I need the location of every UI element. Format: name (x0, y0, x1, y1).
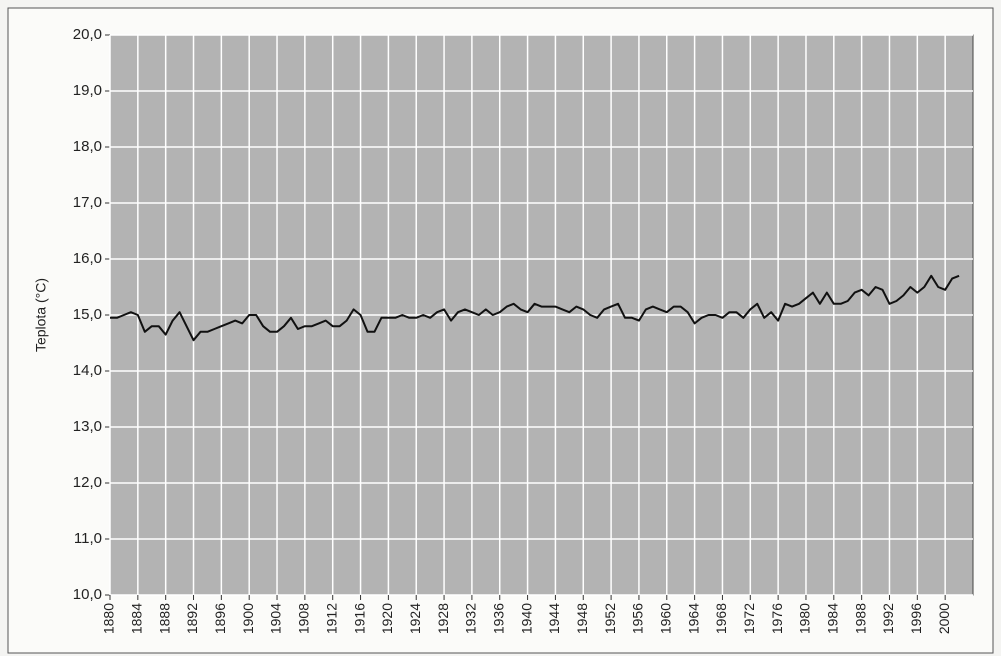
y-axis-label: Teplota (°C) (33, 278, 49, 352)
x-tick-label: 1988 (852, 603, 868, 634)
x-tick-label: 1900 (240, 603, 256, 634)
x-tick-label: 1908 (296, 603, 312, 634)
y-tick-label: 11,0 (74, 530, 102, 547)
x-tick-label: 1888 (156, 603, 172, 634)
y-tick-label: 20,0 (73, 26, 102, 43)
x-tick-label: 1940 (518, 603, 534, 634)
x-tick-label: 1964 (685, 603, 701, 634)
x-tick-label: 1904 (268, 603, 284, 634)
y-tick-label: 12,0 (73, 474, 102, 491)
x-tick-label: 1928 (435, 603, 451, 634)
x-tick-label: 1996 (908, 603, 924, 634)
x-tick-label: 1892 (184, 603, 200, 634)
x-tick-label: 1936 (490, 603, 506, 634)
x-tick-label: 1960 (657, 603, 673, 634)
x-tick-label: 1920 (379, 603, 395, 634)
x-tick-label: 1968 (713, 603, 729, 634)
x-tick-label: 1976 (769, 603, 785, 634)
x-tick-label: 1884 (129, 603, 145, 634)
x-tick-label: 1896 (212, 603, 228, 634)
x-tick-label: 1972 (741, 603, 757, 634)
x-tick-label: 1924 (407, 603, 423, 634)
x-tick-label: 1956 (630, 603, 646, 634)
x-tick-label: 1992 (880, 603, 896, 634)
x-tick-label: 2000 (936, 603, 952, 634)
x-tick-label: 1944 (546, 603, 562, 634)
x-tick-label: 1980 (797, 603, 813, 634)
y-tick-label: 10,0 (73, 586, 102, 603)
x-tick-label: 1880 (101, 603, 117, 634)
x-tick-label: 1948 (574, 603, 590, 634)
y-tick-label: 14,0 (73, 362, 102, 379)
x-tick-label: 1916 (351, 603, 367, 634)
y-tick-label: 16,0 (73, 250, 102, 267)
data-line (110, 274, 960, 342)
y-tick-label: 15,0 (73, 306, 102, 323)
y-tick-label: 13,0 (73, 418, 102, 435)
x-tick-label: 1952 (602, 603, 618, 634)
y-tick-label: 18,0 (73, 138, 102, 155)
y-tick-label: 19,0 (73, 82, 102, 99)
x-tick-label: 1932 (463, 603, 479, 634)
x-tick-label: 1984 (825, 603, 841, 634)
y-tick-label: 17,0 (73, 194, 102, 211)
x-tick-label: 1912 (323, 603, 339, 634)
